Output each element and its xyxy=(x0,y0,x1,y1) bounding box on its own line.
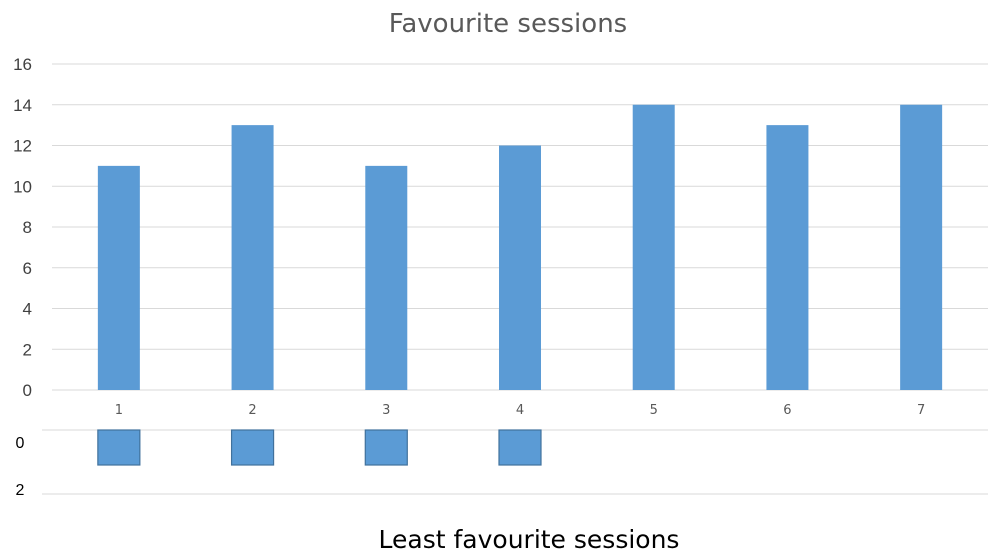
lower-bar xyxy=(97,429,141,466)
y-tick-label: 10 xyxy=(13,177,32,196)
bar xyxy=(499,145,541,390)
x-tick-label: 7 xyxy=(917,403,925,418)
bar xyxy=(766,125,809,390)
y-tick-label: 6 xyxy=(23,259,32,278)
y-tick-label: 14 xyxy=(13,96,32,115)
lower-bar xyxy=(230,429,275,466)
lower-y-tick-label: 2 xyxy=(16,482,25,499)
bar xyxy=(97,165,140,390)
x-tick-label: 5 xyxy=(650,403,658,418)
x-tick-label: 2 xyxy=(248,403,256,418)
bar xyxy=(900,104,943,390)
y-tick-label: 12 xyxy=(13,137,32,156)
bar xyxy=(231,125,274,390)
x-tick-label: 4 xyxy=(516,403,524,418)
x-axis-ticks: 1 2 3 4 5 6 7 xyxy=(115,403,926,418)
lower-y-tick-label: 0 xyxy=(16,435,25,452)
y-tick-label: 0 xyxy=(23,381,32,400)
lower-bar xyxy=(364,429,408,466)
x-tick-label: 6 xyxy=(783,403,791,418)
bar xyxy=(632,104,675,390)
y-tick-label: 4 xyxy=(23,300,32,319)
x-tick-label: 3 xyxy=(382,403,390,418)
y-tick-label: 16 xyxy=(13,55,32,74)
lower-chart-title: Least favourite sessions xyxy=(379,525,680,551)
lower-bars xyxy=(97,429,542,466)
lower-bar xyxy=(498,429,542,466)
bars xyxy=(97,104,943,390)
y-tick-label: 8 xyxy=(23,218,32,237)
x-tick-label: 1 xyxy=(115,403,123,418)
bar xyxy=(365,165,408,390)
lower-y-axis-ticks: 02 xyxy=(16,435,25,499)
chart-title: Favourite sessions xyxy=(389,9,627,39)
y-axis-ticks: 0 2 4 6 8 10 12 14 16 xyxy=(13,55,32,400)
y-tick-label: 2 xyxy=(23,340,32,359)
